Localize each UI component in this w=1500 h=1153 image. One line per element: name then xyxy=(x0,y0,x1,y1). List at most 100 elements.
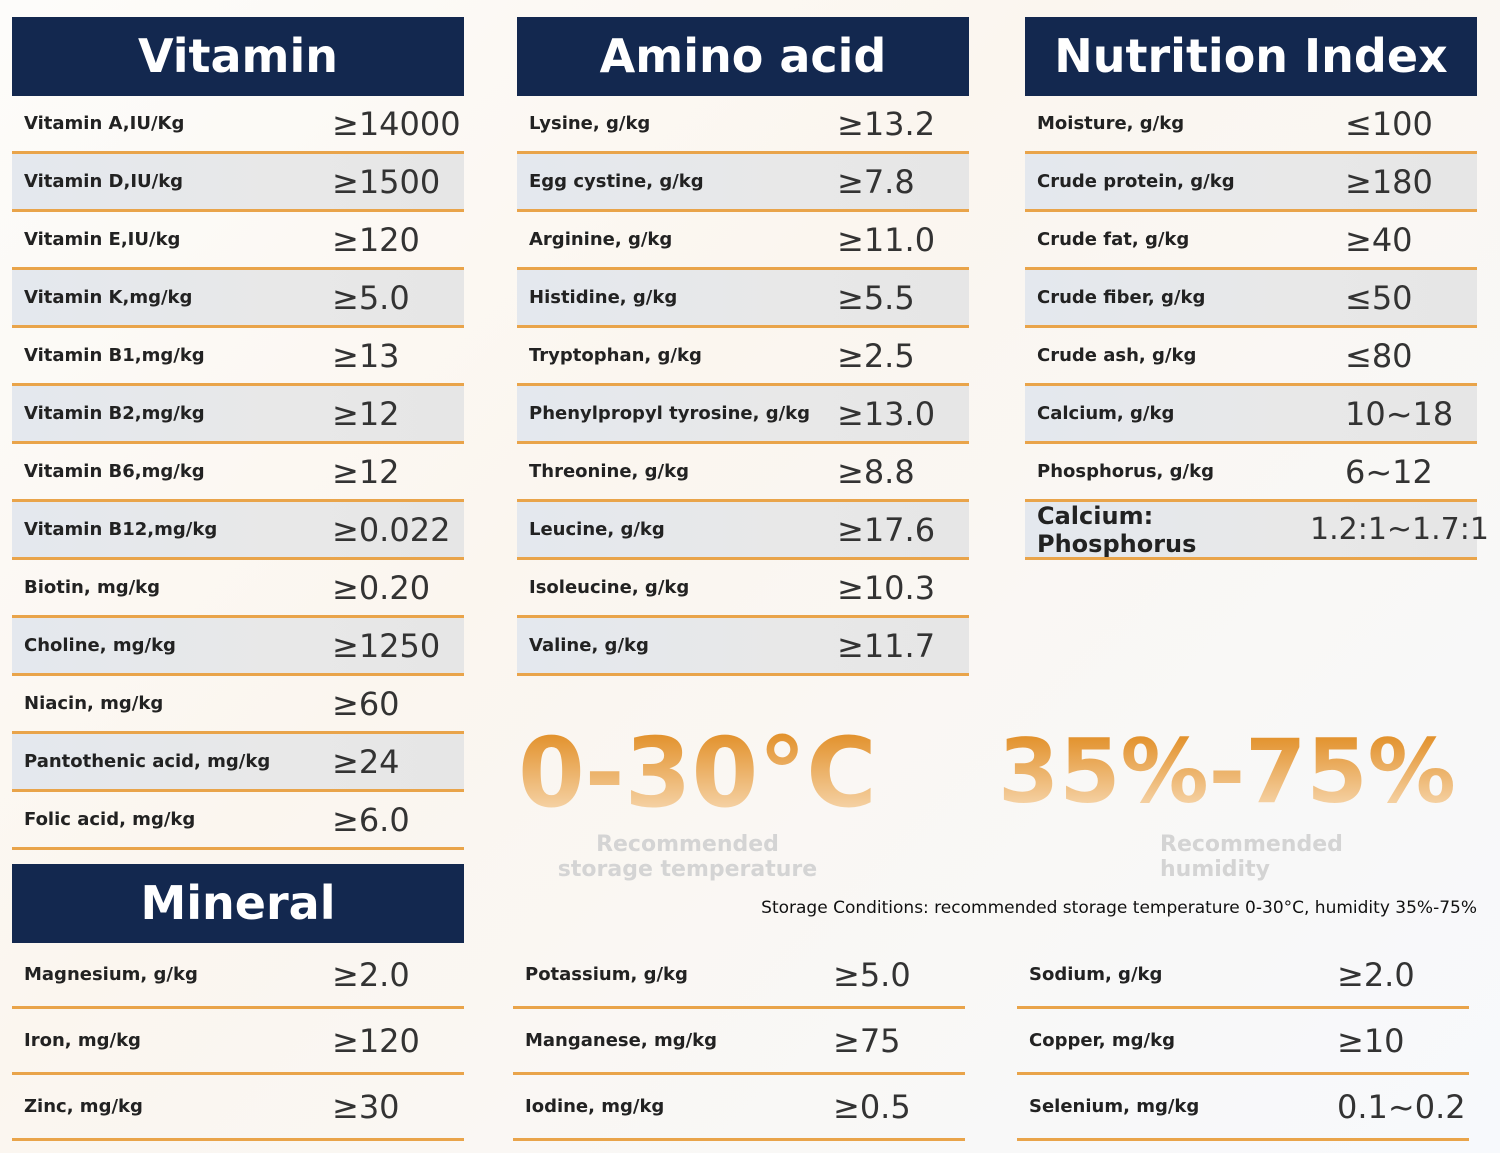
table-row: Vitamin D,IU/kg ≥1500 xyxy=(12,154,464,212)
table-row: Biotin, mg/kg ≥0.20 xyxy=(12,560,464,618)
nutrient-value: ≤80 xyxy=(1345,336,1413,375)
nutrient-label: Isoleucine, g/kg xyxy=(529,577,690,598)
nutrient-value: ≥40 xyxy=(1345,220,1413,259)
amino-acid-table: Amino acid Lysine, g/kg ≥13.2 Egg cystine,… xyxy=(517,17,969,676)
nutrient-label: Vitamin B12,mg/kg xyxy=(24,519,218,540)
nutrient-value: ≥11.0 xyxy=(837,220,936,259)
nutrient-value: ≥0.5 xyxy=(833,1087,911,1126)
nutrient-label: Lysine, g/kg xyxy=(529,113,651,134)
nutrient-label: Valine, g/kg xyxy=(529,635,649,656)
table-row: Selenium, mg/kg 0.1~0.2 xyxy=(1017,1075,1469,1141)
nutrient-value: ≥24 xyxy=(332,742,400,781)
humidity-value: 35%-75% xyxy=(998,720,1456,823)
table-row: Vitamin B12,mg/kg ≥0.022 xyxy=(12,502,464,560)
vitamin-header: Vitamin xyxy=(12,17,464,96)
nutrient-value: ≥10.3 xyxy=(837,568,936,607)
table-row: Sodium, g/kg ≥2.0 xyxy=(1017,943,1469,1009)
table-row: Egg cystine, g/kg ≥7.8 xyxy=(517,154,969,212)
nutrient-value: ≥180 xyxy=(1345,162,1433,201)
nutrition-index-table: Nutrition Index Moisture, g/kg ≤100 Crude … xyxy=(1025,17,1489,560)
nutrient-value: ≥12 xyxy=(332,452,400,491)
table-row: Copper, mg/kg ≥10 xyxy=(1017,1009,1469,1075)
table-row: Vitamin B2,mg/kg ≥12 xyxy=(12,386,464,444)
nutrient-label: Moisture, g/kg xyxy=(1037,113,1185,134)
nutrient-label: Threonine, g/kg xyxy=(529,461,689,482)
table-row: Manganese, mg/kg ≥75 xyxy=(513,1009,965,1075)
nutrient-value: ≥1500 xyxy=(332,162,441,201)
nutrient-label: Crude fiber, g/kg xyxy=(1037,287,1206,308)
nutrient-label: Crude ash, g/kg xyxy=(1037,345,1197,366)
nutrient-label: Arginine, g/kg xyxy=(529,229,673,250)
nutrient-value: ≤50 xyxy=(1345,278,1413,317)
table-row: Choline, mg/kg ≥1250 xyxy=(12,618,464,676)
nutrient-label: Vitamin A,IU/Kg xyxy=(24,113,185,134)
table-row: Phenylpropyl tyrosine, g/kg ≥13.0 xyxy=(517,386,969,444)
nutrient-label: Niacin, mg/kg xyxy=(24,693,164,714)
nutrient-value: ≥8.8 xyxy=(837,452,915,491)
nutrient-label: Iodine, mg/kg xyxy=(525,1096,665,1117)
nutrient-label: Vitamin K,mg/kg xyxy=(24,287,193,308)
table-row: Crude fiber, g/kg ≤50 xyxy=(1025,270,1477,328)
nutrient-value: ≥2.0 xyxy=(1337,955,1415,994)
table-row: Arginine, g/kg ≥11.0 xyxy=(517,212,969,270)
nutrient-label: Pantothenic acid, mg/kg xyxy=(24,751,271,772)
mineral-header: Mineral xyxy=(12,864,464,943)
mineral-table-right: Sodium, g/kg ≥2.0 Copper, mg/kg ≥10 Selenium… xyxy=(1017,943,1469,1141)
mineral-table-middle: Potassium, g/kg ≥5.0 Manganese, mg/kg ≥75 Io… xyxy=(513,943,965,1141)
humidity-label: Recommended humidity xyxy=(1160,832,1343,882)
nutrient-value: ≥5.0 xyxy=(332,278,410,317)
nutrient-label: Tryptophan, g/kg xyxy=(529,345,702,366)
nutrient-value: ≥7.8 xyxy=(837,162,915,201)
table-row: Folic acid, mg/kg ≥6.0 xyxy=(12,792,464,850)
table-row: Vitamin A,IU/Kg ≥14000 xyxy=(12,96,464,154)
table-row: Potassium, g/kg ≥5.0 xyxy=(513,943,965,1009)
table-row: Valine, g/kg ≥11.7 xyxy=(517,618,969,676)
table-row: Iron, mg/kg ≥120 xyxy=(12,1009,464,1075)
nutrient-label: Vitamin D,IU/kg xyxy=(24,171,184,192)
nutrient-value: ≥60 xyxy=(332,684,400,723)
nutrient-value: ≥12 xyxy=(332,394,400,433)
table-row: Phosphorus, g/kg 6~12 xyxy=(1025,444,1477,502)
storage-conditions-note: Storage Conditions: recommended storage … xyxy=(761,898,1477,918)
nutrient-label: Selenium, mg/kg xyxy=(1029,1096,1200,1117)
table-row: Histidine, g/kg ≥5.5 xyxy=(517,270,969,328)
nutrient-value: ≥2.0 xyxy=(332,955,410,994)
table-row: Crude ash, g/kg ≤80 xyxy=(1025,328,1477,386)
nutrient-label: Potassium, g/kg xyxy=(525,964,688,985)
nutrient-label: Vitamin E,IU/kg xyxy=(24,229,181,250)
nutrient-label: Calcium, g/kg xyxy=(1037,403,1175,424)
table-row: Crude protein, g/kg ≥180 xyxy=(1025,154,1477,212)
nutrient-value: 6~12 xyxy=(1345,452,1433,491)
nutrient-value: ≥120 xyxy=(332,1021,420,1060)
table-row: Niacin, mg/kg ≥60 xyxy=(12,676,464,734)
nutrient-label: Crude protein, g/kg xyxy=(1037,171,1235,192)
nutrient-label: Crude fat, g/kg xyxy=(1037,229,1190,250)
nutrient-label: Zinc, mg/kg xyxy=(24,1096,143,1117)
nutrient-label: Vitamin B1,mg/kg xyxy=(24,345,205,366)
nutrient-value: ≥0.022 xyxy=(332,510,451,549)
nutrient-value: ≥13.0 xyxy=(837,394,936,433)
storage-temperature-label: Recommended storage temperature xyxy=(557,832,818,882)
nutrient-value: 0.1~0.2 xyxy=(1337,1087,1466,1126)
nutrient-label: Manganese, mg/kg xyxy=(525,1030,718,1051)
nutrient-value: ≥14000 xyxy=(332,104,461,143)
nutrient-value: 1.2:1~1.7:1 xyxy=(1310,512,1489,547)
nutrient-value: ≥10 xyxy=(1337,1021,1405,1060)
storage-temperature-value: 0-30°C xyxy=(518,717,877,829)
table-row: Vitamin B1,mg/kg ≥13 xyxy=(12,328,464,386)
table-row: Vitamin E,IU/kg ≥120 xyxy=(12,212,464,270)
table-row: Vitamin B6,mg/kg ≥12 xyxy=(12,444,464,502)
nutrient-label: Calcium: Phosphorus xyxy=(1037,501,1197,558)
nutrient-label: Egg cystine, g/kg xyxy=(529,171,704,192)
nutrient-label: Iron, mg/kg xyxy=(24,1030,141,1051)
mineral-table: Mineral Magnesium, g/kg ≥2.0 Iron, mg/kg ≥1… xyxy=(12,864,464,1141)
table-row: Magnesium, g/kg ≥2.0 xyxy=(12,943,464,1009)
nutrient-value: ≥75 xyxy=(833,1021,901,1060)
nutrient-label: Vitamin B6,mg/kg xyxy=(24,461,205,482)
nutrient-value: ≥1250 xyxy=(332,626,441,665)
nutrient-value: ≥0.20 xyxy=(332,568,431,607)
amino-acid-header: Amino acid xyxy=(517,17,969,96)
nutrient-value: ≥11.7 xyxy=(837,626,936,665)
table-row: Crude fat, g/kg ≥40 xyxy=(1025,212,1477,270)
nutrient-value: ≥13 xyxy=(332,336,400,375)
